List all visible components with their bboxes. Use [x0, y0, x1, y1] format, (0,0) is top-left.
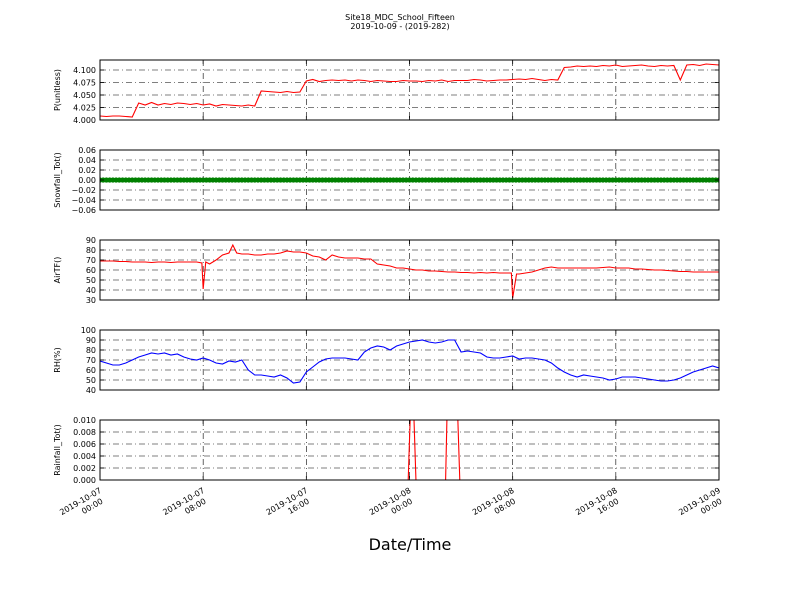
y-tick-label: 0.008	[73, 428, 96, 437]
y-tick-label: 80	[86, 246, 96, 255]
y-axis-label: AirTF()	[53, 257, 62, 284]
y-tick-label: 70	[86, 356, 96, 365]
series-line-1	[100, 63, 719, 118]
series-line-4	[100, 339, 719, 384]
panel-5: 0.000 0.002 0.004 0.006 0.008 0.010 Rainfall_T…	[53, 416, 720, 485]
y-tick-label: 4.000	[73, 116, 96, 125]
y-tick-label: 4.075	[73, 79, 96, 88]
y-tick-label: 0.002	[73, 464, 96, 473]
panel-1: 4.000 4.025 4.050 4.075 4.100 P(unitless)	[53, 59, 720, 125]
y-tick-label: 0.006	[73, 440, 96, 449]
y-tick-label: 90	[86, 236, 96, 245]
panels: 4.000 4.025 4.050 4.075 4.100 P(unitless) −0.0…	[53, 59, 720, 485]
y-tick-label: 0.010	[73, 416, 96, 425]
y-tick-label: 4.025	[73, 104, 96, 113]
y-tick-label: 50	[86, 376, 96, 385]
y-tick-label: 0.04	[78, 156, 96, 165]
y-tick-label: 40	[86, 386, 96, 395]
y-axis-label: Snowfall_Tot()	[53, 152, 62, 208]
x-tick-label: 2019-10-0700:00	[58, 486, 108, 526]
y-tick-label: 40	[86, 286, 96, 295]
snowfall-points	[100, 177, 719, 183]
x-tick-label: 2019-10-0716:00	[265, 486, 315, 526]
y-tick-label: 0.00	[78, 176, 96, 185]
y-tick-label: −0.02	[71, 186, 96, 195]
y-tick-label: 60	[86, 366, 96, 375]
y-tick-label: −0.06	[71, 206, 96, 215]
y-tick-label: 100	[81, 326, 96, 335]
y-tick-label: 90	[86, 336, 96, 345]
y-tick-label: 0.02	[78, 166, 96, 175]
y-axis-label: Rainfall_Tot()	[53, 424, 62, 476]
y-tick-label: 0.004	[73, 452, 96, 461]
x-tick-label: 2019-10-0816:00	[574, 486, 624, 526]
y-tick-label: 0.000	[73, 476, 96, 485]
y-tick-label: 80	[86, 346, 96, 355]
y-tick-label: 0.06	[78, 146, 96, 155]
y-tick-label: 4.050	[73, 91, 96, 100]
y-tick-label: 50	[86, 276, 96, 285]
x-axis-label: Date/Time	[369, 535, 452, 554]
x-tick-label: 2019-10-0808:00	[471, 486, 521, 526]
figure-title: Site18_MDC_School_Fifteen	[345, 13, 455, 22]
y-axis-label: RH(%)	[53, 347, 62, 372]
y-tick-label: −0.04	[71, 196, 96, 205]
y-axis-label: P(unitless)	[53, 69, 62, 111]
series-line-5	[100, 420, 719, 480]
x-tick-label: 2019-10-0900:00	[677, 486, 727, 526]
x-tick-label: 2019-10-0800:00	[368, 486, 418, 526]
y-tick-label: 60	[86, 266, 96, 275]
y-tick-label: 70	[86, 256, 96, 265]
y-tick-label: 4.100	[73, 66, 96, 75]
figure-subtitle: 2019-10-09 - (2019-282)	[350, 22, 449, 31]
series-line-3	[100, 243, 719, 299]
x-tick-labels: 2019-10-0700:00 2019-10-0708:00 2019-10-07…	[58, 486, 727, 526]
panel-2: −0.06−0.04−0.020.000.020.040.06 Snowfall_…	[53, 146, 720, 215]
x-tick-label: 2019-10-0708:00	[161, 486, 211, 526]
y-tick-label: 30	[86, 296, 96, 305]
